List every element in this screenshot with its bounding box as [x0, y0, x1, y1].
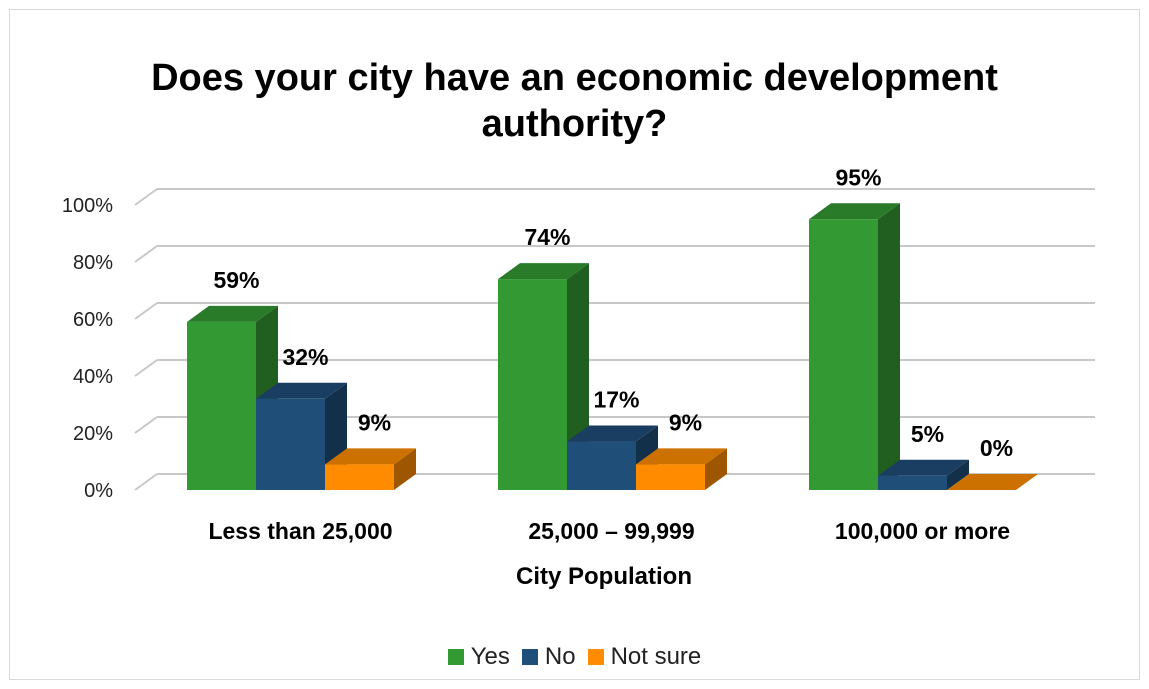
legend-swatch: [521, 649, 538, 665]
bar-side: [705, 448, 727, 490]
gridline-depth: [134, 188, 158, 206]
chart-legend: Yes No Not sure: [0, 643, 1149, 672]
data-label: 95%: [835, 164, 881, 190]
bar-side: [394, 448, 416, 490]
chart-title-line-1: Does your city have an economic developm…: [151, 57, 998, 99]
legend-entry: Yes: [447, 643, 510, 671]
gridline-depth: [134, 359, 158, 377]
bar-top: [947, 474, 1038, 490]
y-tick-label: 0%: [84, 480, 113, 502]
bar-top: [325, 448, 416, 465]
legend-entry: No: [521, 643, 576, 671]
gridline-depth: [134, 473, 158, 491]
y-tick-label: 40%: [73, 366, 113, 388]
data-label: 59%: [213, 267, 259, 293]
y-tick-label: 100%: [62, 195, 113, 217]
x-tick-label: Less than 25,000: [208, 518, 392, 544]
legend-entry: Not sure: [587, 643, 702, 671]
bar: [809, 219, 878, 490]
legend-label: Not sure: [610, 643, 702, 670]
data-label: 74%: [524, 224, 570, 250]
gridline-depth: [134, 302, 158, 320]
legend-swatch: [447, 649, 464, 665]
chart-title: Does your city have an economic developm…: [0, 56, 1149, 147]
bar: [256, 398, 325, 490]
bar: [498, 279, 567, 490]
bar-side: [878, 203, 900, 490]
data-label: 5%: [911, 421, 944, 447]
x-tick-label: 100,000 or more: [835, 518, 1010, 544]
gridline-depth: [134, 245, 158, 263]
bar-top: [636, 448, 727, 465]
y-tick-label: 20%: [73, 423, 113, 445]
chart-title-line-2: authority?: [481, 102, 668, 145]
legend-label: Yes: [470, 643, 510, 670]
data-label: 0%: [980, 435, 1013, 461]
x-tick-label: 25,000 – 99,999: [528, 518, 694, 544]
bar: [567, 441, 636, 490]
bar: [636, 464, 705, 490]
y-tick-label: 80%: [73, 252, 113, 274]
data-label: 9%: [669, 409, 702, 435]
legend-swatch: [587, 649, 604, 665]
bar-top: [809, 203, 900, 220]
x-axis-title: City Population: [516, 563, 692, 590]
bar: [325, 464, 394, 490]
data-label: 9%: [358, 409, 391, 435]
bar: [878, 475, 947, 490]
bar-top: [878, 459, 969, 476]
data-label: 17%: [593, 387, 639, 413]
bar-side: [947, 459, 969, 490]
bar-top: [187, 305, 278, 322]
gridline-depth: [134, 416, 158, 434]
bar: [187, 321, 256, 490]
bar-top: [567, 425, 658, 442]
y-tick-label: 60%: [73, 309, 113, 331]
bar-top: [256, 382, 347, 399]
bar-top: [498, 263, 589, 280]
legend-label: No: [544, 643, 576, 670]
data-label: 32%: [282, 344, 328, 370]
